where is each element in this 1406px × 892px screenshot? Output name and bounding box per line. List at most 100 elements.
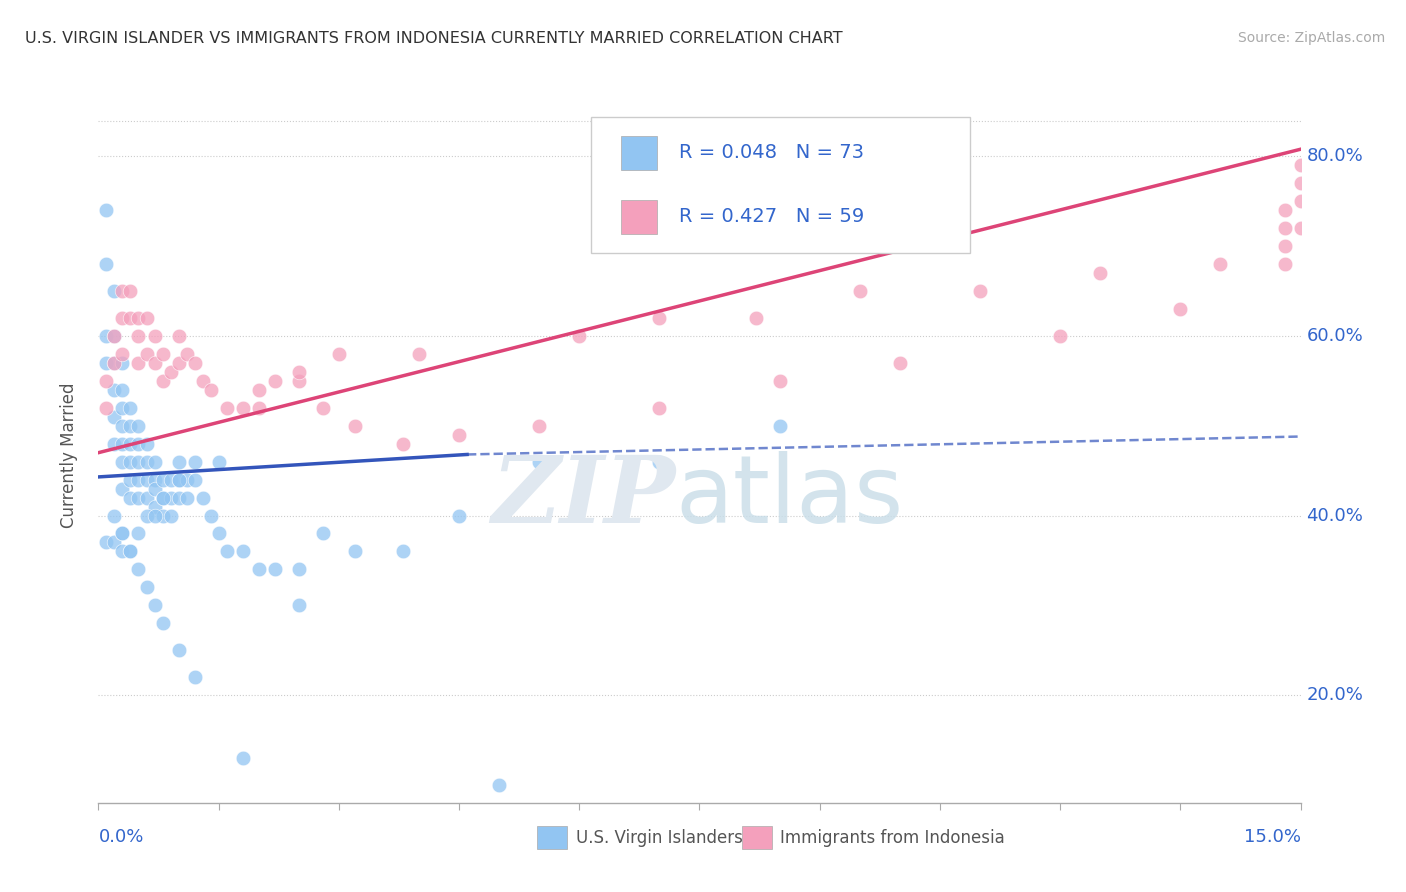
Point xyxy=(128,329,150,343)
Point xyxy=(111,526,134,541)
Text: ZIP: ZIP xyxy=(491,451,675,541)
Point xyxy=(143,599,166,613)
Point xyxy=(183,473,205,487)
Point xyxy=(120,544,142,558)
Point xyxy=(263,562,285,576)
Point xyxy=(143,356,166,370)
Point xyxy=(128,491,150,505)
Point xyxy=(111,311,134,326)
Point xyxy=(152,616,174,631)
Point xyxy=(288,374,311,388)
Point xyxy=(96,374,118,388)
Text: Immigrants from Indonesia: Immigrants from Indonesia xyxy=(780,829,1005,847)
Text: R = 0.048   N = 73: R = 0.048 N = 73 xyxy=(679,144,865,162)
Bar xyxy=(741,826,772,849)
Point xyxy=(96,356,118,370)
Point xyxy=(648,401,671,415)
Point xyxy=(111,455,134,469)
Point xyxy=(1274,221,1296,235)
FancyBboxPatch shape xyxy=(592,118,970,253)
Point xyxy=(247,383,270,397)
Point xyxy=(1274,239,1296,253)
Point xyxy=(1209,257,1232,271)
Point xyxy=(232,401,254,415)
Point xyxy=(120,436,142,450)
Point xyxy=(111,383,134,397)
Point xyxy=(143,482,166,496)
Point xyxy=(128,473,150,487)
Point xyxy=(120,491,142,505)
Text: 60.0%: 60.0% xyxy=(1306,327,1364,345)
Point xyxy=(312,401,335,415)
Point xyxy=(167,643,190,657)
Point xyxy=(143,508,166,523)
Point xyxy=(128,455,150,469)
Point xyxy=(143,473,166,487)
Point xyxy=(120,455,142,469)
Bar xyxy=(621,136,658,169)
Point xyxy=(208,455,231,469)
Point xyxy=(568,329,591,343)
Point xyxy=(408,347,430,361)
Point xyxy=(135,436,157,450)
Point xyxy=(111,526,134,541)
Point xyxy=(96,401,118,415)
Point xyxy=(200,383,222,397)
Point xyxy=(1289,177,1312,191)
Point xyxy=(215,544,238,558)
Point xyxy=(183,670,205,684)
Point xyxy=(120,284,142,298)
Point xyxy=(969,284,991,298)
Point xyxy=(328,347,350,361)
Point xyxy=(1289,194,1312,209)
Point xyxy=(152,491,174,505)
Point xyxy=(135,311,157,326)
Point xyxy=(128,418,150,433)
Bar xyxy=(537,826,567,849)
Point xyxy=(183,356,205,370)
Point xyxy=(152,508,174,523)
Point xyxy=(343,544,366,558)
Point xyxy=(103,383,125,397)
Text: 15.0%: 15.0% xyxy=(1243,828,1301,846)
Text: 80.0%: 80.0% xyxy=(1306,147,1364,165)
Point xyxy=(1289,221,1312,235)
Point xyxy=(447,427,470,442)
Point xyxy=(1274,257,1296,271)
Point xyxy=(120,473,142,487)
Point xyxy=(768,418,790,433)
Point xyxy=(159,473,181,487)
Point xyxy=(111,544,134,558)
Text: 20.0%: 20.0% xyxy=(1306,686,1364,704)
Point xyxy=(143,455,166,469)
Point xyxy=(343,418,366,433)
Point xyxy=(135,347,157,361)
Point xyxy=(111,436,134,450)
Text: U.S. Virgin Islanders: U.S. Virgin Islanders xyxy=(575,829,742,847)
Point xyxy=(191,491,214,505)
Point xyxy=(288,365,311,379)
Point xyxy=(167,491,190,505)
Text: U.S. VIRGIN ISLANDER VS IMMIGRANTS FROM INDONESIA CURRENTLY MARRIED CORRELATION : U.S. VIRGIN ISLANDER VS IMMIGRANTS FROM … xyxy=(25,31,844,46)
Point xyxy=(96,329,118,343)
Point xyxy=(167,455,190,469)
Point xyxy=(103,356,125,370)
Point xyxy=(849,284,872,298)
Point xyxy=(103,508,125,523)
Point xyxy=(96,535,118,549)
Point xyxy=(103,284,125,298)
Point xyxy=(120,418,142,433)
Point xyxy=(135,508,157,523)
Point xyxy=(200,508,222,523)
Point xyxy=(392,436,415,450)
Point xyxy=(152,374,174,388)
Point xyxy=(143,500,166,514)
Point xyxy=(889,356,911,370)
Point xyxy=(128,562,150,576)
Point xyxy=(135,473,157,487)
Point xyxy=(648,311,671,326)
Point xyxy=(120,401,142,415)
Point xyxy=(529,455,551,469)
Point xyxy=(312,526,335,541)
Point xyxy=(1088,266,1111,280)
